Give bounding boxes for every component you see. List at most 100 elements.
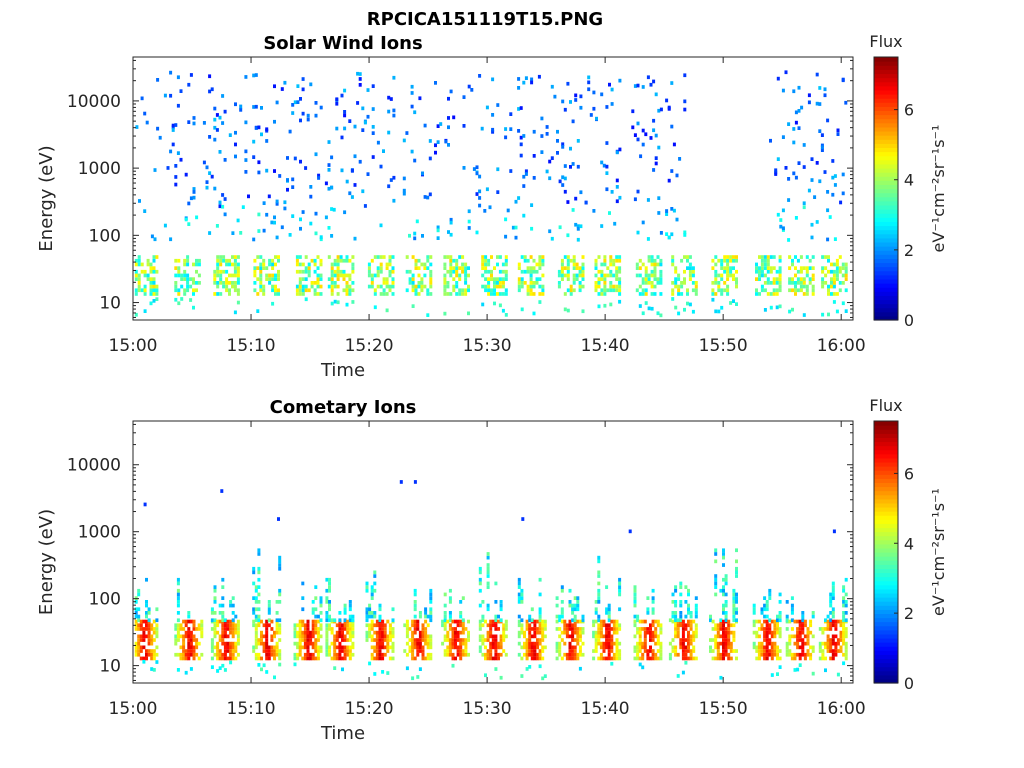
spectrogram-cell: [607, 649, 611, 653]
spectrogram-cell: [778, 592, 782, 597]
spectrogram-cell: [498, 281, 502, 285]
spectrogram-cell: [174, 266, 178, 270]
spectrogram-cell: [426, 641, 430, 646]
spectrogram-cell: [796, 258, 800, 263]
spectrogram-cell: [773, 619, 777, 624]
spectrogram-cell: [301, 623, 305, 628]
spectrogram-cell: [807, 100, 811, 105]
spectrogram-cell: [278, 652, 282, 657]
spectrogram-cell: [454, 619, 457, 624]
spectrogram-cell: [309, 194, 313, 199]
spectrogram-cell: [375, 649, 379, 653]
spectrogram-cell: [341, 667, 344, 672]
spectrogram-cell: [143, 288, 147, 293]
spectrogram-cell: [231, 634, 235, 639]
spectrogram-cell: [555, 596, 559, 600]
spectrogram-cell: [341, 649, 344, 653]
spectrogram-cell: [659, 652, 663, 657]
spectrogram-cell: [578, 273, 582, 278]
spectrogram-cell: [257, 570, 261, 575]
spectrogram-cell: [729, 641, 733, 646]
spectrogram-cell: [692, 638, 696, 642]
spectrogram-cell: [150, 649, 154, 653]
spectrogram-cell: [823, 93, 827, 98]
spectrogram-cell: [830, 277, 833, 281]
spectrogram-cell: [524, 172, 528, 176]
spectrogram-cell: [671, 255, 675, 259]
spectrogram-cell: [722, 592, 725, 597]
spectrogram-cell: [147, 641, 151, 646]
spectrogram-cell: [802, 284, 806, 289]
spectrogram-cell: [330, 273, 334, 278]
spectrogram-cell: [560, 273, 564, 278]
colorbar-swatch: [874, 106, 898, 112]
spectrogram-cell: [411, 284, 415, 289]
spectrogram-cell: [319, 284, 323, 289]
spectrogram-cell: [370, 656, 374, 661]
spectrogram-cell: [462, 124, 466, 128]
spectrogram-cell: [823, 170, 827, 174]
spectrogram-cell: [365, 611, 369, 615]
spectrogram-cell: [152, 266, 156, 270]
spectrogram-cell: [636, 652, 640, 657]
spectrogram-cell: [504, 313, 508, 317]
spectrogram-cell: [563, 266, 567, 270]
spectrogram-cell: [213, 585, 217, 589]
spectrogram-cell: [313, 258, 317, 263]
spectrogram-cell: [711, 281, 715, 285]
spectrogram-cell: [672, 208, 676, 213]
spectrogram-cell: [391, 645, 395, 650]
spectrogram-cell: [714, 638, 718, 642]
spectrogram-cell: [339, 255, 343, 259]
colorbar-swatch: [874, 262, 898, 268]
spectrogram-cell: [391, 292, 395, 296]
spectrogram-cell: [265, 670, 269, 674]
spectrogram-cell: [179, 656, 183, 661]
spectrogram-cell: [210, 87, 214, 92]
spectrogram-cell: [517, 577, 521, 582]
spectrogram-cell: [150, 652, 154, 657]
spectrogram-cell: [831, 175, 835, 180]
spectrogram-cell: [336, 266, 340, 270]
colorbar-swatch: [874, 89, 898, 95]
spectrogram-cell: [152, 649, 156, 653]
spectrogram-cell: [765, 627, 769, 631]
spectrogram-cell: [499, 607, 503, 612]
spectrogram-cell: [481, 652, 485, 657]
spectrogram-cell: [254, 126, 258, 130]
spectrogram-cell: [573, 656, 577, 661]
spectrogram-cell: [683, 277, 686, 281]
spectrogram-cell: [597, 281, 601, 285]
spectrogram-cell: [558, 652, 562, 657]
colorbar-swatch: [874, 192, 898, 198]
spectrogram-cell: [536, 638, 539, 642]
spectrogram-cell: [494, 623, 498, 628]
spectrogram-cell: [295, 258, 299, 263]
spectrogram-cell: [773, 649, 777, 653]
spectrogram-cell: [413, 607, 417, 612]
spectrogram-cell: [333, 652, 337, 657]
colorbar-swatch: [874, 254, 898, 259]
spectrogram-cell: [714, 592, 718, 597]
spectrogram-cell: [216, 623, 220, 628]
spectrogram-cell: [278, 566, 282, 571]
spectrogram-cell: [455, 266, 459, 270]
spectrogram-cell: [200, 652, 204, 657]
colorbar-swatch: [874, 311, 898, 317]
colorbar-swatch: [874, 246, 898, 251]
spectrogram-cell: [796, 269, 800, 274]
spectrogram-cell: [189, 73, 193, 77]
spectrogram-cell: [594, 630, 598, 635]
spectrogram-cell: [481, 614, 485, 619]
spectrogram-cell: [775, 281, 779, 285]
spectrogram-cell: [218, 603, 222, 608]
spectrogram-cell: [208, 171, 212, 175]
spectrogram-cell: [576, 630, 580, 635]
spectrogram-cell: [216, 284, 220, 289]
spectrogram-cell: [842, 603, 846, 608]
spectrogram-cell: [436, 124, 440, 128]
spectrogram-cell: [443, 273, 447, 278]
spectrogram-cell: [714, 581, 718, 586]
spectrogram-cell: [421, 623, 425, 628]
spectrogram-cell: [265, 168, 269, 173]
